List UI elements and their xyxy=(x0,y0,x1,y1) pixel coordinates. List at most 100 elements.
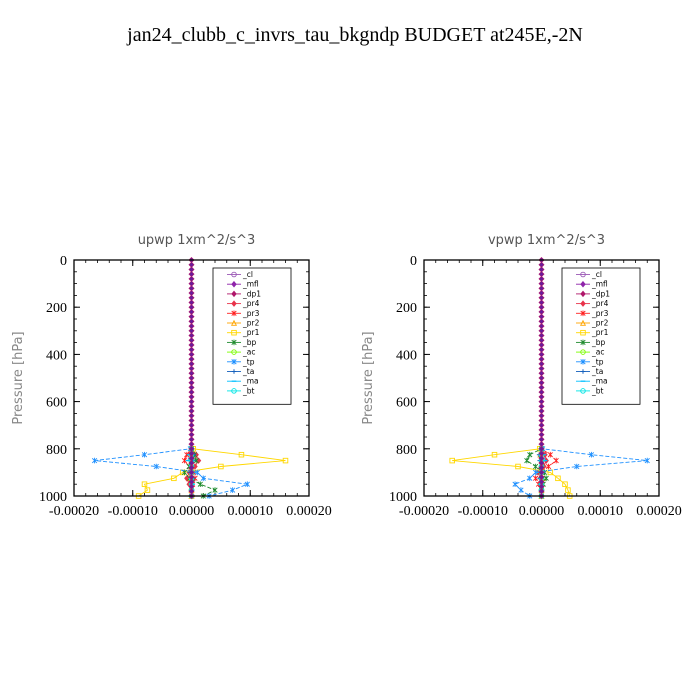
data-point xyxy=(588,451,595,458)
legend-entry: _pr1 xyxy=(227,328,260,337)
legend-label: _mfl xyxy=(591,280,608,289)
data-point xyxy=(141,481,148,487)
legend-marker xyxy=(231,339,237,346)
legend-label: _pr1 xyxy=(591,328,609,337)
legend-marker xyxy=(579,319,587,326)
data-point xyxy=(153,463,159,470)
legend-entry: _pr2 xyxy=(576,319,609,328)
legend-entry: _ma xyxy=(576,377,608,386)
legend-marker xyxy=(580,369,586,374)
legend-label: _bt xyxy=(591,386,604,395)
legend-entry: _cl xyxy=(227,270,253,279)
data-point xyxy=(171,475,177,482)
legend-entry: _ma xyxy=(227,377,259,386)
data-point xyxy=(562,481,568,487)
legend-marker xyxy=(580,329,586,336)
data-point xyxy=(238,451,245,458)
x-tick-label: -0.00010 xyxy=(108,504,158,519)
x-tick-label: 0.00000 xyxy=(519,504,565,519)
legend-entry: _tp xyxy=(227,357,255,366)
legend-marker xyxy=(580,388,586,394)
series-line xyxy=(452,260,571,497)
figure-title: jan24_clubb_c_invrs_tau_bkgndp BUDGET at… xyxy=(126,24,583,46)
legend: _cl_mfl_dp1_pr4_pr3_pr2_pr1_bp_ac_tp_ta_… xyxy=(212,267,292,405)
legend-label: _mfl xyxy=(242,280,259,289)
legend-label: _dp1 xyxy=(591,289,610,298)
legend-label: _ma xyxy=(242,377,259,386)
legend-entry: _pr4 xyxy=(227,299,260,308)
data-point xyxy=(141,451,148,458)
x-tick-label: -0.00020 xyxy=(49,504,99,519)
data-point xyxy=(491,451,498,458)
data-point xyxy=(193,457,199,464)
legend-label: _tp xyxy=(591,357,604,366)
y-tick-label: 800 xyxy=(396,443,417,458)
data-point xyxy=(512,481,518,487)
data-point xyxy=(282,457,289,464)
x-tick-label: 0.00000 xyxy=(169,504,215,519)
x-tick-label: 0.00020 xyxy=(636,504,682,519)
legend-marker xyxy=(231,300,237,307)
legend-marker xyxy=(580,339,586,346)
y-tick-label: 200 xyxy=(396,301,417,316)
legend-label: _pr3 xyxy=(591,309,609,318)
legend-marker xyxy=(231,369,237,374)
plot-frame xyxy=(423,259,660,497)
legend-entry: _ac xyxy=(576,348,604,357)
legend-entry: _bp xyxy=(576,338,606,347)
x-tick-label: -0.00020 xyxy=(399,504,449,519)
legend-marker xyxy=(580,290,586,298)
legend-marker xyxy=(230,319,238,326)
legend-marker xyxy=(580,310,586,317)
y-tick-label: 1000 xyxy=(39,490,67,505)
legend-marker xyxy=(580,349,586,355)
data-point xyxy=(91,457,98,464)
legend-entry: _mfl xyxy=(576,280,608,289)
data-point xyxy=(212,487,218,493)
zero-column-markers xyxy=(188,256,195,500)
legend-label: _ta xyxy=(242,367,254,376)
legend-box xyxy=(212,267,292,405)
legend-label: _cl xyxy=(242,270,253,279)
y-tick-label: 400 xyxy=(396,348,417,363)
data-point xyxy=(555,475,561,482)
y-tick-label: 600 xyxy=(46,396,67,411)
x-tick-label: -0.00010 xyxy=(458,504,508,519)
legend: _cl_mfl_dp1_pr4_pr3_pr2_pr1_bp_ac_tp_ta_… xyxy=(561,267,641,405)
data-point xyxy=(200,475,206,482)
data-point xyxy=(553,457,559,464)
legend-box xyxy=(561,267,641,405)
legend-entry: _cl xyxy=(576,270,602,279)
panel-title: upwp 1xm^2/s^3 xyxy=(138,233,256,248)
legend-marker xyxy=(580,300,586,307)
legend-entry: _bt xyxy=(576,386,604,395)
y-tick-label: 600 xyxy=(396,396,417,411)
legend-entry: _pr1 xyxy=(576,328,609,337)
data-point xyxy=(184,451,190,458)
legend-label: _cl xyxy=(591,270,602,279)
legend-label: _ta xyxy=(591,367,603,376)
x-tick-label: 0.00010 xyxy=(578,504,624,519)
panel-vpwp: vpwp 1xm^2/s^3 Pressure [hPa] -0.00020 -0.0… xyxy=(361,233,682,519)
legend-label: _ac xyxy=(242,348,255,357)
legend-entry: _dp1 xyxy=(576,289,610,298)
legend-marker xyxy=(231,349,237,355)
data-point xyxy=(194,469,200,476)
legend-entry: _pr3 xyxy=(576,309,609,318)
legend-marker xyxy=(580,280,586,288)
legend-entry: _ta xyxy=(576,367,603,376)
legend-label: _pr4 xyxy=(242,299,260,308)
data-point xyxy=(527,475,533,482)
data-point xyxy=(144,487,151,493)
data-point xyxy=(533,469,539,476)
zero-column-markers xyxy=(538,256,545,500)
legend-marker xyxy=(231,280,237,288)
data-point xyxy=(533,475,539,482)
legend-label: _ma xyxy=(591,377,608,386)
data-point xyxy=(527,451,533,458)
legend-label: _pr3 xyxy=(242,309,260,318)
legend-label: _bt xyxy=(242,386,255,395)
series-bp xyxy=(181,260,218,499)
y-axis-label: Pressure [hPa] xyxy=(361,331,376,424)
panel-title: vpwp 1xm^2/s^3 xyxy=(488,233,605,248)
